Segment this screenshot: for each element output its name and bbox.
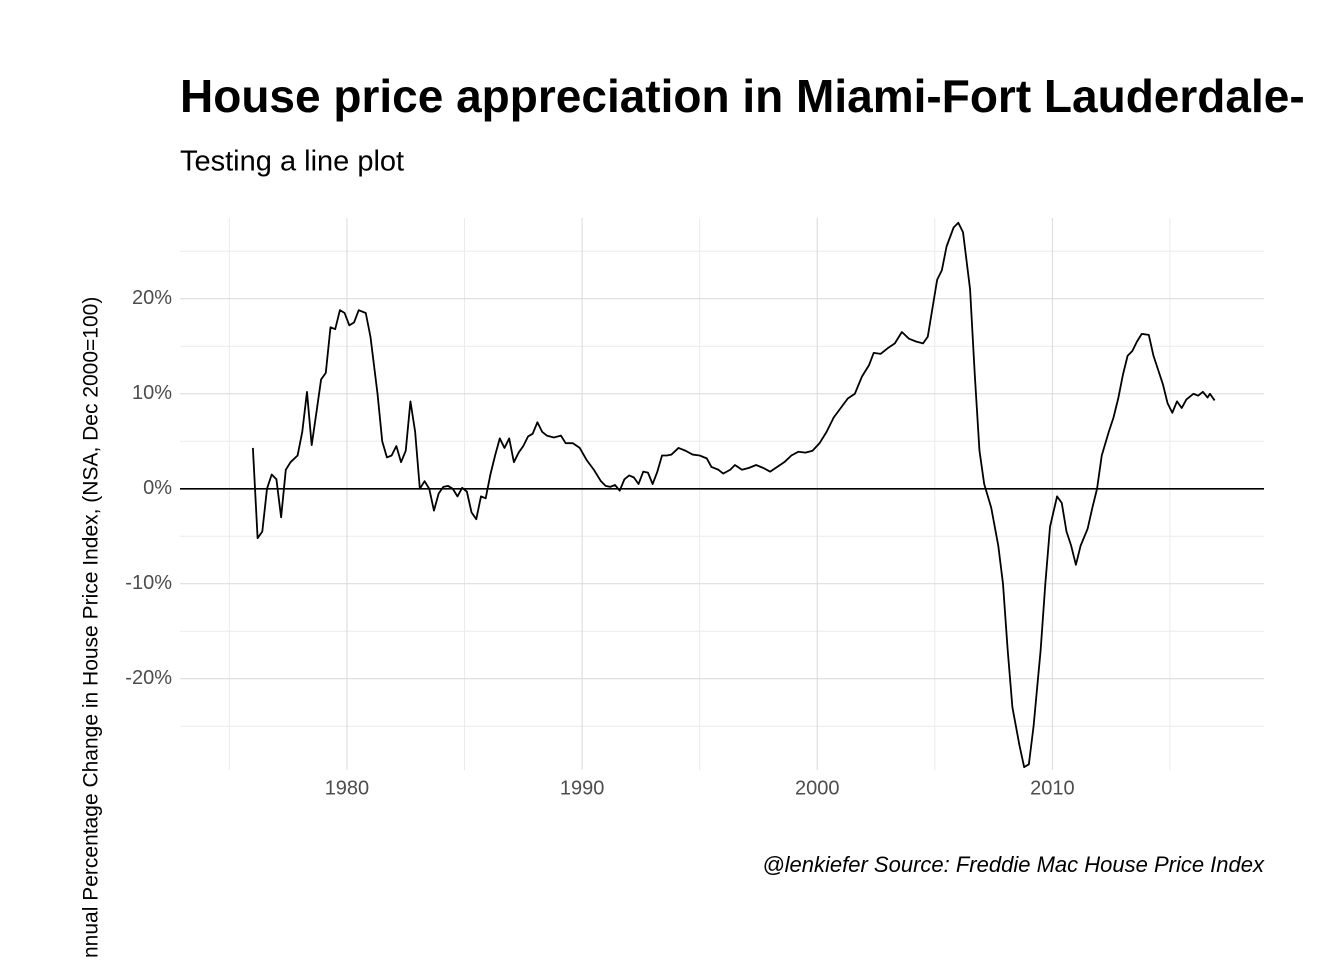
- y-tick-label: 0%: [143, 477, 172, 499]
- chart-title: House price appreciation in Miami-Fort L…: [180, 70, 1305, 122]
- y-axis-label: nnual Percentage Change in House Price I…: [80, 297, 103, 958]
- caption: @lenkiefer Source: Freddie Mac House Pri…: [762, 852, 1265, 877]
- chart-subtitle: Testing a line plot: [180, 146, 404, 178]
- x-tick-label: 2010: [1030, 777, 1075, 799]
- y-tick-label: 10%: [132, 382, 172, 404]
- data-line: [251, 221, 1216, 769]
- x-tick-label: 2000: [795, 777, 840, 799]
- y-tick-label: -20%: [125, 667, 172, 689]
- y-tick-label: 20%: [132, 287, 172, 309]
- x-tick-label: 1990: [560, 777, 605, 799]
- y-tick-label: -10%: [125, 572, 172, 594]
- x-tick-label: 1980: [325, 777, 370, 799]
